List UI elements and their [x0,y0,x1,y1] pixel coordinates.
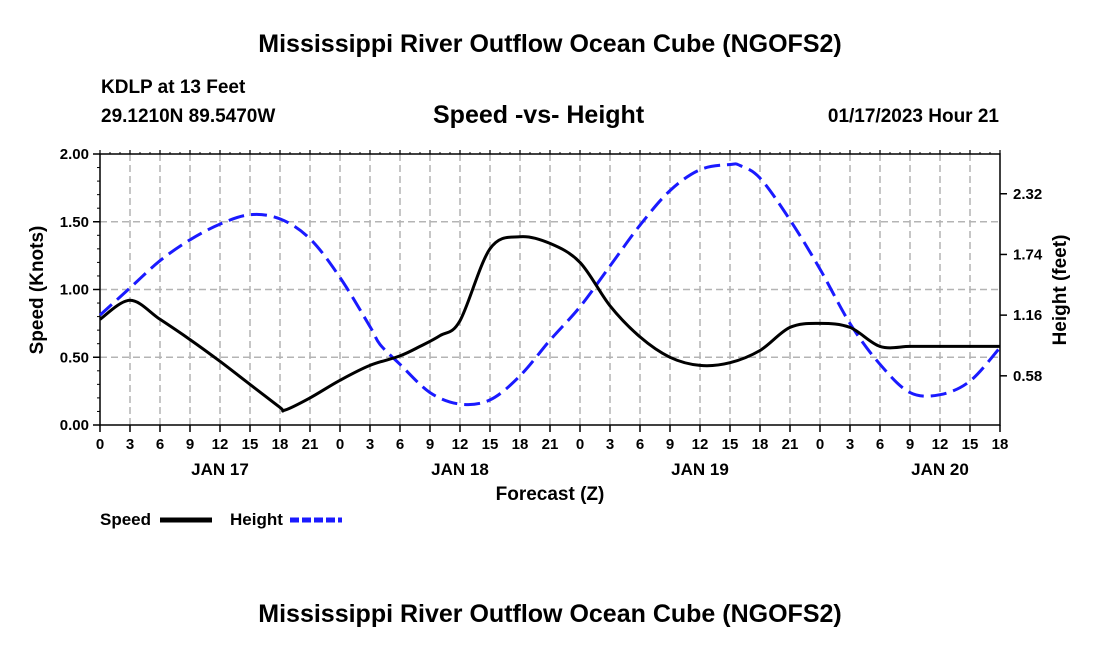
x-tick-label: 12 [212,436,229,453]
x-tick-label: 9 [186,436,194,453]
x-tick-label: 15 [242,436,259,453]
x-tick-label: 3 [606,436,614,453]
x-tick-label: 18 [752,436,769,453]
y-tick-label: 0.50 [60,349,89,366]
x-tick-label: 12 [932,436,949,453]
series-group [98,162,1002,413]
x-tick-label: 6 [636,436,644,453]
y-axis-label: Speed (Knots) [27,226,48,355]
height-series-line [98,162,1002,407]
x-tick-label: 3 [126,436,134,453]
x-tick-label: 0 [336,436,344,453]
x-tick-label: 15 [482,436,499,453]
x-tick-label: 0 [576,436,584,453]
x-tick-label: 3 [366,436,374,453]
x-day-label: JAN 20 [911,460,969,479]
x-axis-label: Forecast (Z) [496,484,605,505]
main-title: Mississippi River Outflow Ocean Cube (NG… [258,30,842,58]
x-tick-label: 21 [542,436,559,453]
x-tick-label: 21 [782,436,799,453]
y2-tick-label: 0.58 [1013,368,1042,385]
y-tick-label: 1.50 [60,214,89,231]
station-name: KDLP at 13 Feet [101,77,246,98]
x-tick-label: 0 [816,436,824,453]
footer-title: Mississippi River Outflow Ocean Cube (NG… [258,600,842,628]
x-day-label: JAN 18 [431,460,489,479]
y-tick-label: 2.00 [60,146,89,163]
station-coordinates: 29.1210N 89.5470W [101,106,276,127]
y2-tick-label: 1.74 [1013,246,1043,263]
x-tick-label: 21 [302,436,319,453]
forecast-timestamp: 01/17/2023 Hour 21 [827,106,999,127]
legend-speed-label: Speed [100,510,151,529]
x-tick-label: 18 [512,436,529,453]
x-tick-label: 12 [692,436,709,453]
x-tick-label: 15 [722,436,739,453]
x-tick-label: 6 [876,436,884,453]
x-tick-label: 9 [666,436,674,453]
x-day-label: JAN 19 [671,460,729,479]
y-tick-label: 1.00 [60,282,89,299]
x-tick-label: 9 [906,436,914,453]
axis-ticks: 0 3 6 9 12 15 18 21 0 3 6 9 12 15 18 21 0 3 6 9 12 15 18 21 0 3 6 9… [60,146,1043,479]
x-tick-label: 3 [846,436,854,453]
y-tick-label: 0.00 [60,417,89,434]
x-tick-label: 18 [992,436,1009,453]
y2-tick-label: 2.32 [1013,186,1042,203]
x-tick-label: 6 [396,436,404,453]
x-day-label: JAN 17 [191,460,249,479]
x-tick-label: 12 [452,436,469,453]
x-tick-label: 18 [272,436,289,453]
x-tick-label: 15 [962,436,979,453]
legend-height-label: Height [230,510,283,529]
x-tick-label: 6 [156,436,164,453]
speed-series-line [99,235,1000,413]
x-tick-label: 0 [96,436,104,453]
x-tick-label: 9 [426,436,434,453]
chart-title: Speed -vs- Height [433,101,645,129]
grid-lines [100,154,1000,425]
y2-axis-label: Height (feet) [1050,235,1071,346]
y2-tick-label: 1.16 [1013,307,1042,324]
